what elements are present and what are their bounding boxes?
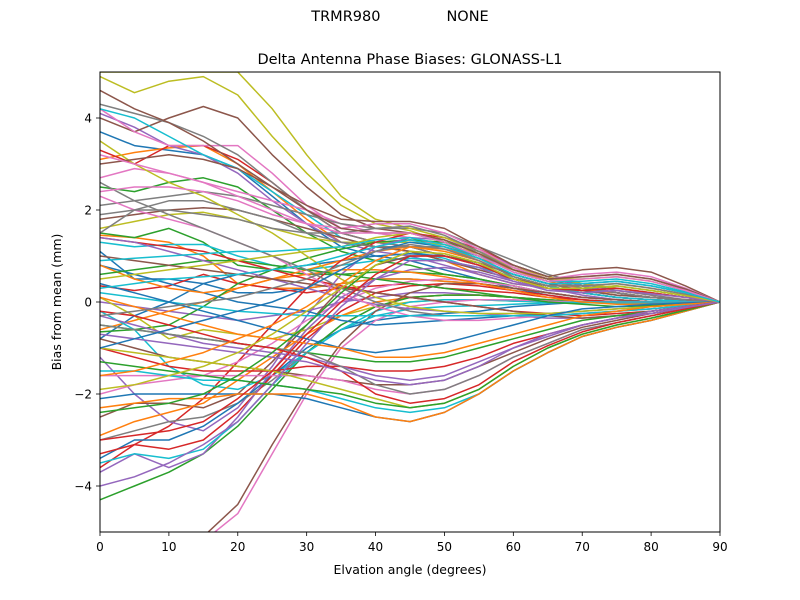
- x-tick-label: 40: [368, 540, 383, 554]
- x-axis-label: Elvation angle (degrees): [333, 562, 486, 577]
- x-tick-label: 90: [712, 540, 727, 554]
- series-line-s66: [100, 154, 720, 303]
- y-tick-label: −2: [74, 388, 92, 402]
- series-line-s77: [100, 154, 720, 303]
- series-line-s40: [100, 301, 720, 464]
- series-layer: [100, 72, 720, 532]
- series-line-s75: [100, 259, 720, 487]
- series-line-s79: [100, 250, 720, 391]
- series-line-s78: [100, 243, 720, 317]
- series-line-s20: [100, 241, 720, 303]
- y-axis: −4 −2 0 2 4: [74, 112, 100, 494]
- x-tick-label: 20: [230, 540, 245, 554]
- figure-suptitle: TRMR980 NONE: [0, 9, 800, 25]
- x-tick-label: 0: [96, 540, 104, 554]
- suptitle-radome: NONE: [446, 9, 489, 25]
- y-tick-label: 4: [84, 112, 92, 126]
- series-line-s52: [100, 296, 720, 358]
- y-tick-label: 0: [84, 296, 92, 310]
- series-line-s36: [207, 282, 720, 532]
- series-line-s51: [100, 282, 720, 354]
- series-line-s30: [100, 298, 720, 391]
- series-line-s62: [100, 301, 720, 423]
- series-line-s42: [100, 264, 720, 306]
- y-tick-label: −4: [74, 480, 92, 494]
- series-line-s39: [100, 72, 720, 303]
- series-line-s64: [100, 301, 720, 404]
- series-line-s67: [100, 186, 720, 303]
- series-line-s65: [100, 301, 720, 386]
- y-tick-label: 2: [84, 204, 92, 218]
- x-axis: 0 10 20 30 40 50 60 70 80 90: [96, 532, 728, 554]
- series-line-s70: [100, 236, 720, 303]
- x-tick-label: 80: [643, 540, 658, 554]
- series-line-s74: [100, 255, 720, 441]
- series-line-s63: [100, 301, 720, 409]
- x-tick-label: 70: [575, 540, 590, 554]
- series-line-s80: [100, 239, 720, 303]
- x-tick-label: 50: [437, 540, 452, 554]
- suptitle-antenna: TRMR980: [311, 9, 381, 25]
- series-line-s49: [100, 140, 720, 315]
- x-tick-label: 30: [299, 540, 314, 554]
- chart-title: Delta Antenna Phase Biases: GLONASS-L1: [257, 52, 562, 68]
- y-axis-label: Bias from mean (mm): [49, 234, 64, 371]
- x-tick-label: 10: [161, 540, 176, 554]
- x-tick-label: 60: [506, 540, 521, 554]
